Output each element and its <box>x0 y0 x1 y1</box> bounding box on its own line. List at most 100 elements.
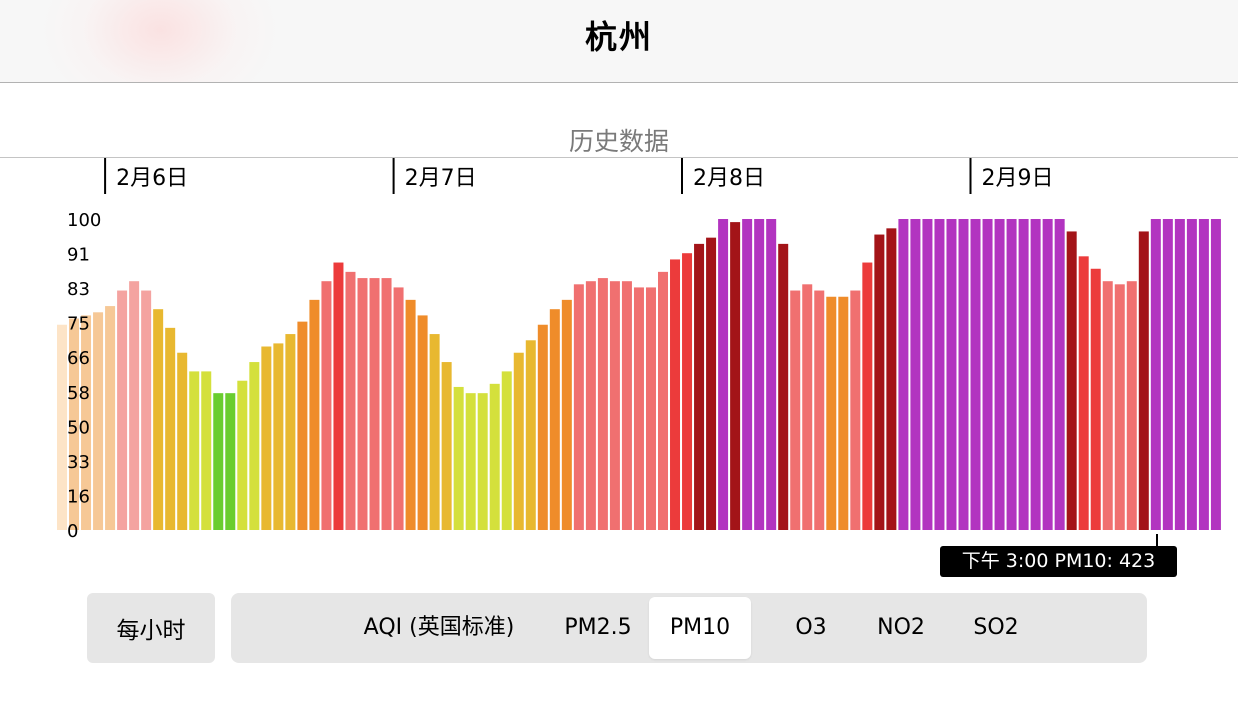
bar[interactable] <box>766 219 777 530</box>
bar[interactable] <box>1030 219 1041 530</box>
bar[interactable] <box>597 278 608 530</box>
bar[interactable] <box>69 318 80 530</box>
bar[interactable] <box>802 284 813 530</box>
bar[interactable] <box>1126 281 1137 530</box>
bar[interactable] <box>1018 219 1029 530</box>
bar[interactable] <box>405 299 416 530</box>
bar[interactable] <box>417 315 428 530</box>
bar[interactable] <box>297 321 308 530</box>
tab-pm25[interactable]: PM2.5 <box>564 615 632 640</box>
bar[interactable] <box>585 281 596 530</box>
bar[interactable] <box>321 281 332 530</box>
bar[interactable] <box>261 346 272 530</box>
bar[interactable] <box>441 362 452 530</box>
bar[interactable] <box>1210 219 1221 530</box>
bar[interactable] <box>141 290 152 530</box>
bar[interactable] <box>1066 231 1077 530</box>
bar[interactable] <box>429 334 440 530</box>
bar[interactable] <box>549 309 560 530</box>
bar[interactable] <box>129 281 140 530</box>
bar[interactable] <box>225 393 236 530</box>
bar[interactable] <box>501 371 512 530</box>
bar[interactable] <box>561 299 572 530</box>
bar[interactable] <box>309 299 320 530</box>
bar[interactable] <box>994 219 1005 530</box>
bar[interactable] <box>345 271 356 530</box>
bar[interactable] <box>862 262 873 530</box>
bar[interactable] <box>934 219 945 530</box>
bar[interactable] <box>850 290 861 530</box>
bar[interactable] <box>730 222 741 531</box>
bar[interactable] <box>645 287 656 530</box>
bar[interactable] <box>213 393 224 530</box>
bar[interactable] <box>706 237 717 530</box>
bar[interactable] <box>237 380 248 530</box>
bar[interactable] <box>381 278 392 530</box>
bar[interactable] <box>465 393 476 530</box>
bar[interactable] <box>922 219 933 530</box>
bar[interactable] <box>57 324 67 530</box>
bar[interactable] <box>93 312 104 530</box>
bar[interactable] <box>1090 268 1101 530</box>
bar[interactable] <box>1042 219 1053 530</box>
bar[interactable] <box>742 219 753 530</box>
bar[interactable] <box>982 219 993 530</box>
bar[interactable] <box>537 324 548 530</box>
bar[interactable] <box>658 271 668 530</box>
bar[interactable] <box>81 315 92 530</box>
tab-o3[interactable]: O3 <box>795 615 827 640</box>
bar[interactable] <box>958 219 969 530</box>
bar[interactable] <box>525 340 536 530</box>
bar[interactable] <box>826 296 837 530</box>
bar[interactable] <box>477 393 488 530</box>
bar[interactable] <box>1006 219 1017 530</box>
bar[interactable] <box>1198 219 1209 530</box>
bar[interactable] <box>609 281 620 530</box>
bar[interactable] <box>249 362 260 530</box>
bar[interactable] <box>369 278 380 530</box>
bar[interactable] <box>333 262 344 530</box>
bar[interactable] <box>201 371 212 530</box>
bar[interactable] <box>1138 231 1149 530</box>
tab-aqi-uk[interactable]: AQI (英国标准) <box>363 615 515 640</box>
bar[interactable] <box>1054 219 1065 530</box>
bar[interactable] <box>718 219 729 530</box>
bar[interactable] <box>898 219 909 530</box>
bar[interactable] <box>117 290 128 530</box>
bar[interactable] <box>970 219 981 530</box>
bar[interactable] <box>1162 219 1173 530</box>
bar[interactable] <box>513 352 524 530</box>
tab-no2[interactable]: NO2 <box>877 615 925 640</box>
bar[interactable] <box>1174 219 1185 530</box>
bar[interactable] <box>357 278 368 530</box>
bar[interactable] <box>105 306 116 530</box>
bar[interactable] <box>790 290 801 530</box>
bar[interactable] <box>694 243 705 530</box>
bar[interactable] <box>1114 284 1125 530</box>
pollutant-segmented-control[interactable]: AQI (英国标准) PM2.5 PM10 O3 NO2 SO2 <box>231 593 1147 663</box>
bar[interactable] <box>886 228 897 530</box>
bar[interactable] <box>153 309 164 530</box>
bar[interactable] <box>682 253 693 530</box>
bar[interactable] <box>489 383 500 530</box>
bar[interactable] <box>910 219 921 530</box>
bar[interactable] <box>273 343 284 530</box>
bar[interactable] <box>1078 256 1089 530</box>
bar[interactable] <box>874 234 885 531</box>
bar[interactable] <box>1150 219 1161 530</box>
bar[interactable] <box>670 259 681 530</box>
bar[interactable] <box>189 371 200 530</box>
bar[interactable] <box>177 352 188 530</box>
bar[interactable] <box>754 219 765 530</box>
bar[interactable] <box>453 386 464 530</box>
bar[interactable] <box>621 281 632 530</box>
bar[interactable] <box>393 287 404 530</box>
bar[interactable] <box>946 219 957 530</box>
interval-button[interactable]: 每小时 <box>87 593 215 663</box>
bar[interactable] <box>633 287 644 530</box>
bar[interactable] <box>1102 281 1113 530</box>
bar[interactable] <box>1186 219 1197 530</box>
bar[interactable] <box>573 284 584 530</box>
bar[interactable] <box>285 334 296 530</box>
